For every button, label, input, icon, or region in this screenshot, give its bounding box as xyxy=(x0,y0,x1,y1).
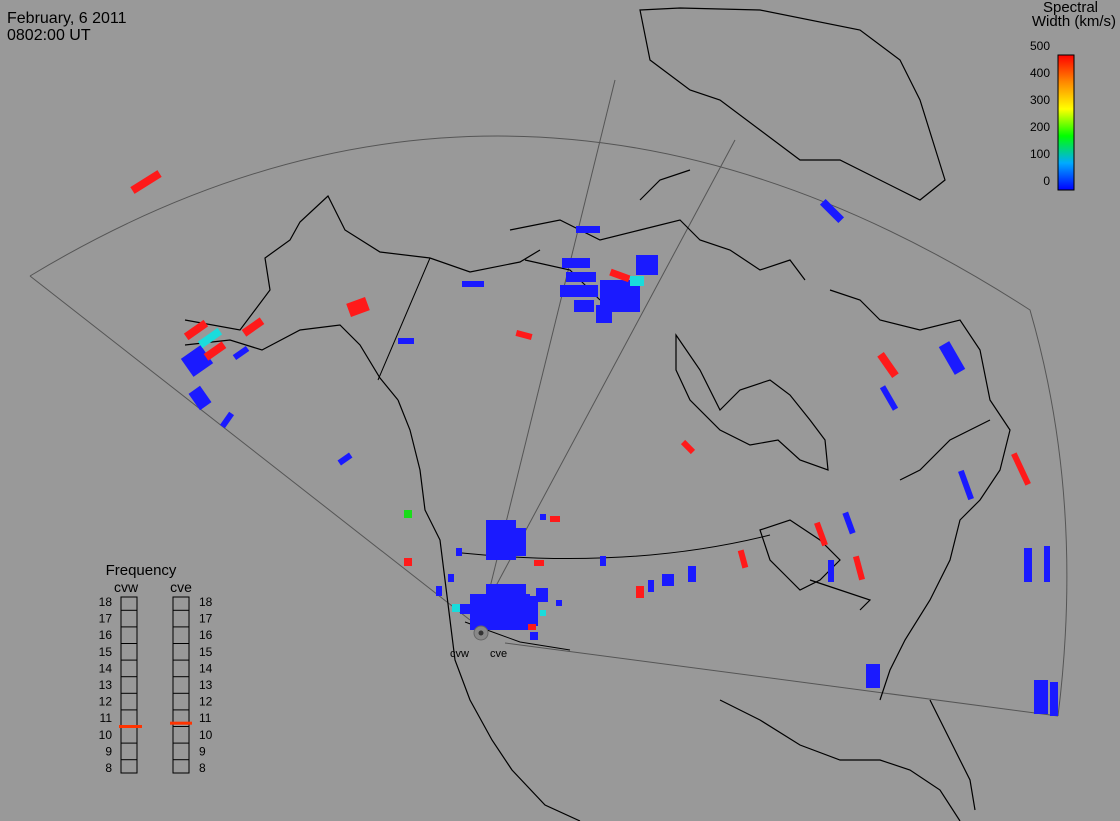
labrador-coast xyxy=(829,289,1011,701)
colorbar-tick-label: 400 xyxy=(1030,66,1050,80)
frequency-col-cvw: cvw xyxy=(114,579,139,595)
freq-cve-tick-label: 15 xyxy=(199,645,213,659)
freq-cve-tick-label: 13 xyxy=(199,678,213,692)
frequency-marker-cve xyxy=(170,721,192,725)
alaska-peninsula xyxy=(184,324,399,401)
frequency-title: Frequency xyxy=(106,562,177,579)
freq-cvw-tick-label: 11 xyxy=(100,711,113,725)
freq-cvw-tick-label: 17 xyxy=(99,612,113,626)
hudson-bay xyxy=(675,333,829,471)
colorbar-tick-label: 0 xyxy=(1043,174,1050,188)
freq-cve-tick-label: 8 xyxy=(199,761,206,775)
freq-cve-tick-label: 10 xyxy=(199,728,213,742)
coastlines xyxy=(184,7,1011,821)
freq-cve-tick-label: 12 xyxy=(199,695,213,709)
colorbar-tick-label: 500 xyxy=(1030,39,1050,53)
spectral-width-colorbar: Spectral Width (km/s) 500 400 300 200 100 0 xyxy=(1030,0,1116,191)
alaska-canada-border xyxy=(377,257,431,381)
colorbar-title-line1: Spectral xyxy=(1043,0,1098,16)
colorbar-tick-label: 200 xyxy=(1030,120,1050,134)
greenland xyxy=(639,7,946,201)
freq-cvw-tick-label: 12 xyxy=(99,695,113,709)
alaska-coast xyxy=(184,195,541,331)
echoes-high-width xyxy=(130,170,1031,630)
freq-cvw-tick-label: 8 xyxy=(105,761,112,775)
echoes-mid-width xyxy=(197,276,644,616)
freq-cve-tick-label: 9 xyxy=(199,744,206,758)
radar-label-cve: cve xyxy=(490,648,507,660)
freq-cvw-tick-label: 16 xyxy=(99,628,113,642)
great-lakes xyxy=(759,519,872,611)
date-label: February, 6 2011 xyxy=(7,10,127,27)
freq-cvw-tick-label: 18 xyxy=(99,595,113,609)
time-label: 0802:00 UT xyxy=(7,27,91,44)
echoes xyxy=(130,170,1058,716)
freq-cve-frame xyxy=(172,596,190,774)
colorbar-tick-label: 100 xyxy=(1030,147,1050,161)
freq-cvw-frame xyxy=(120,596,138,774)
freq-cve-tick-label: 16 xyxy=(199,628,213,642)
freq-cvw-tick-label: 15 xyxy=(99,645,113,659)
echoes-low-width xyxy=(180,198,1058,716)
colorbar-title-line2: Width (km/s) xyxy=(1032,13,1116,30)
freq-cve-tick-label: 14 xyxy=(199,661,213,675)
fov-east-edge xyxy=(504,642,1059,717)
colorbar-ticks: 500 400 300 200 100 0 xyxy=(1030,39,1050,188)
frequency-marker-cvw xyxy=(119,725,142,728)
fov-west-edge xyxy=(29,275,471,621)
fov-outer-arc xyxy=(29,135,1068,717)
arctic-islands xyxy=(509,169,806,301)
echoes-green-width xyxy=(404,510,412,518)
frequency-col-cve: cve xyxy=(170,579,192,595)
pacific-coast xyxy=(397,399,581,821)
freq-cvw-tick-label: 10 xyxy=(99,728,113,742)
frequency-ladder-cvw: 18 17 16 15 14 13 12 11 10 9 8 xyxy=(99,595,138,775)
freq-cve-tick-label: 11 xyxy=(199,711,212,725)
radar-site-center xyxy=(478,630,484,636)
st-lawrence xyxy=(899,419,991,481)
freq-cve-tick-label: 17 xyxy=(199,612,213,626)
colorbar-gradient xyxy=(1057,54,1075,191)
florida xyxy=(929,699,976,811)
gulf-coast xyxy=(719,699,961,821)
freq-cvw-tick-label: 14 xyxy=(99,661,113,675)
field-of-view xyxy=(29,79,1068,717)
freq-cvw-tick-label: 13 xyxy=(99,678,113,692)
frequency-panel: Frequency cvw cve 18 17 16 15 14 13 12 11 10 9 8 1… xyxy=(99,562,213,775)
freq-cvw-tick-label: 9 xyxy=(105,744,112,758)
freq-cve-tick-label: 18 xyxy=(199,595,213,609)
frequency-ladder-cve: 18 17 16 15 14 13 12 11 10 9 8 xyxy=(172,595,213,775)
colorbar-tick-label: 300 xyxy=(1030,93,1050,107)
radar-label-cvw: cvw xyxy=(450,648,469,660)
